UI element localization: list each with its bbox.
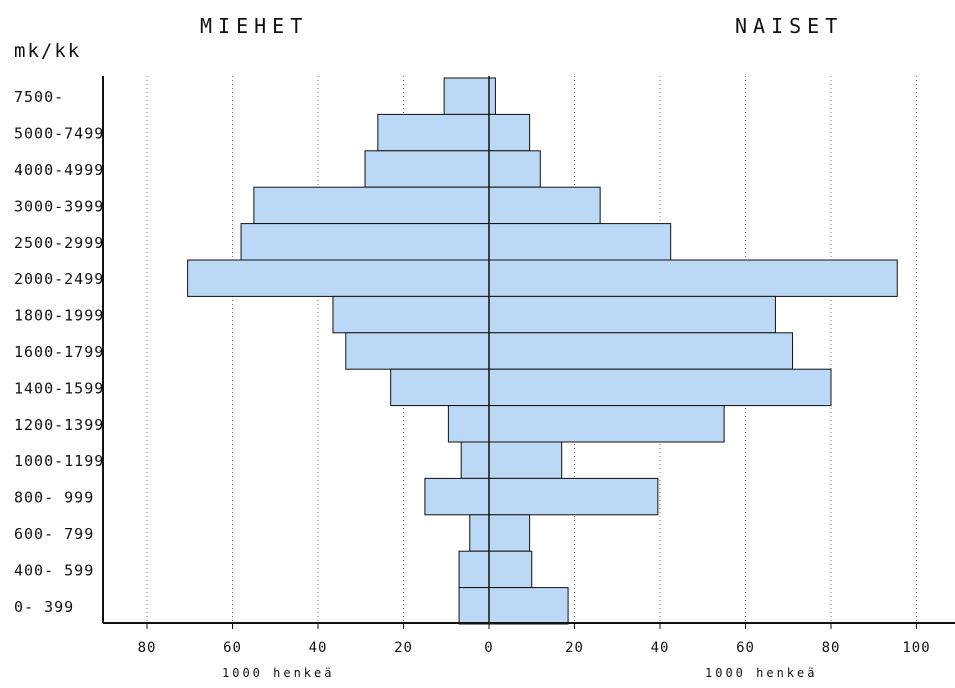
x-tick-label: 80 <box>138 640 157 656</box>
bar-women <box>488 405 725 443</box>
bar-men <box>447 405 490 443</box>
bar-women <box>488 150 541 188</box>
chart-title-men: MIEHET <box>200 14 309 38</box>
bar-men <box>187 259 490 297</box>
y-tick-label: 5000-7499 <box>14 125 104 143</box>
x-axis-label-right: 1000 henkeä <box>705 666 818 680</box>
bar-women <box>488 332 794 370</box>
bar-women <box>488 223 672 261</box>
x-axis-label-left: 1000 henkeä <box>222 666 335 680</box>
bar-men <box>345 332 490 370</box>
y-tick-label: 0- 399 <box>14 598 74 616</box>
y-axis-unit-label: mk/kk <box>14 40 82 62</box>
x-tick-label: 60 <box>736 640 755 656</box>
bar-men <box>458 587 490 625</box>
y-tick-label: 1400-1599 <box>14 379 104 397</box>
bar-men <box>390 368 490 407</box>
bar-women <box>488 550 533 589</box>
bar-women <box>488 477 659 516</box>
y-tick-label: 1000-1199 <box>14 452 104 470</box>
y-tick-label: 1800-1999 <box>14 307 104 325</box>
x-tick-label: 40 <box>309 640 328 656</box>
y-tick-label: 2000-2499 <box>14 270 104 288</box>
x-tick-label: 100 <box>902 640 930 656</box>
y-tick-label: 800- 999 <box>14 489 94 507</box>
bar-men <box>460 441 490 479</box>
y-tick-label: 1600-1799 <box>14 343 104 361</box>
x-tick-label: 20 <box>565 640 584 656</box>
bar-women <box>488 113 531 152</box>
y-tick-label: 7500- <box>14 88 64 106</box>
bar-men <box>458 550 490 589</box>
bar-men <box>377 113 490 152</box>
bar-men <box>424 477 490 516</box>
x-tick-label: 80 <box>822 640 841 656</box>
x-tick-label: 40 <box>651 640 670 656</box>
bar-men <box>332 295 490 334</box>
bar-women <box>488 77 496 115</box>
chart-title-women: NAISET <box>735 14 844 38</box>
bar-men <box>253 186 490 225</box>
y-tick-label: 2500-2999 <box>14 234 104 252</box>
bar-men <box>469 514 490 552</box>
bar-women <box>488 186 601 225</box>
bar-men <box>443 77 490 115</box>
bar-women <box>488 514 531 552</box>
bar-women <box>488 295 776 334</box>
x-tick-label: 20 <box>394 640 413 656</box>
y-tick-label: 4000-4999 <box>14 161 104 179</box>
bar-women <box>488 441 563 479</box>
y-tick-label: 3000-3999 <box>14 197 104 215</box>
bar-men <box>364 150 490 188</box>
y-tick-label: 1200-1399 <box>14 416 104 434</box>
x-tick-label: 0 <box>484 640 493 656</box>
y-tick-label: 400- 599 <box>14 561 94 579</box>
bar-women <box>488 259 898 297</box>
bar-women <box>488 368 832 407</box>
y-tick-label: 600- 799 <box>14 525 94 543</box>
bar-women <box>488 587 569 625</box>
bar-men <box>240 223 490 261</box>
x-tick-label: 60 <box>223 640 242 656</box>
